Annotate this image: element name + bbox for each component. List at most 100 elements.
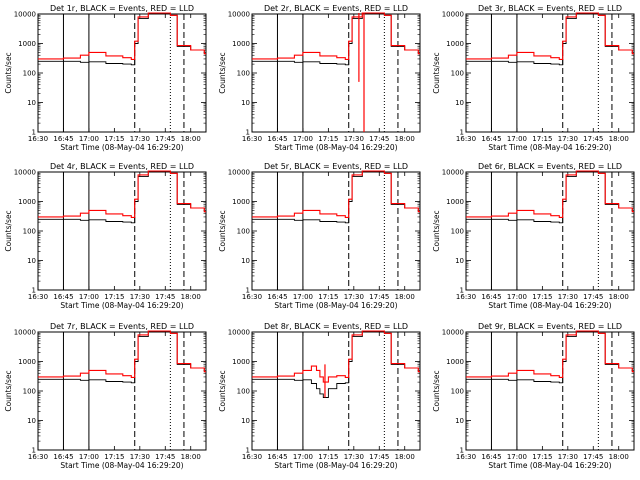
x-tick-label: 17:30 — [344, 135, 364, 143]
y-tick-label: 10000 — [14, 329, 36, 337]
x-tick-label: 17:30 — [558, 135, 578, 143]
detector-panel-5: Det 5r, BLACK = Events, RED = LLD 16:30 16… — [218, 162, 421, 310]
y-axis-label: Counts/sec — [4, 370, 13, 411]
x-tick-label: 17:45 — [369, 453, 389, 461]
y-tick-label: 10 — [241, 99, 250, 107]
y-tick-label: 10 — [27, 257, 36, 265]
x-tick-label: 16:30 — [242, 293, 262, 301]
x-tick-label: 18:00 — [609, 293, 629, 301]
y-axis-label: Counts/sec — [218, 52, 227, 93]
x-axis-label: Start Time (08-May-04 16:29:20) — [274, 461, 397, 470]
detector-panel-2: Det 2r, BLACK = Events, RED = LLD 16:30 16… — [218, 4, 421, 152]
x-tick-label: 17:30 — [130, 135, 150, 143]
y-axis-label: Counts/sec — [432, 370, 441, 411]
series-line-lld — [252, 12, 420, 60]
panel-title: Det 1r, BLACK = Events, RED = LLD — [50, 4, 194, 13]
panel-title: Det 9r, BLACK = Events, RED = LLD — [478, 322, 622, 331]
x-tick-label: 16:30 — [28, 135, 48, 143]
series-line-lld — [466, 12, 634, 60]
series-line-events — [466, 330, 634, 384]
y-tick-label: 1 — [460, 287, 464, 295]
x-tick-label: 18:00 — [395, 453, 415, 461]
x-tick-label: 16:45 — [481, 293, 501, 301]
x-tick-label: 17:45 — [155, 293, 175, 301]
x-tick-label: 17:15 — [318, 135, 338, 143]
x-tick-label: 17:30 — [344, 453, 364, 461]
y-axis-label: Counts/sec — [218, 370, 227, 411]
x-tick-label: 18:00 — [609, 135, 629, 143]
panel-title: Det 5r, BLACK = Events, RED = LLD — [264, 162, 408, 171]
x-tick-label: 18:00 — [609, 453, 629, 461]
panel-title: Det 2r, BLACK = Events, RED = LLD — [264, 4, 408, 13]
x-tick-label: 16:45 — [481, 135, 501, 143]
y-tick-label: 10 — [455, 417, 464, 425]
y-tick-label: 100 — [23, 70, 36, 78]
detector-panel-6: Det 6r, BLACK = Events, RED = LLD 16:30 16… — [432, 162, 635, 310]
x-tick-label: 17:30 — [130, 293, 150, 301]
y-tick-label: 1000 — [232, 198, 250, 206]
x-tick-label: 16:30 — [456, 135, 476, 143]
y-tick-label: 10000 — [442, 11, 464, 19]
x-tick-label: 17:15 — [104, 453, 124, 461]
y-tick-label: 10000 — [228, 169, 250, 177]
y-axis-label: Counts/sec — [432, 210, 441, 251]
x-axis-label: Start Time (08-May-04 16:29:20) — [60, 143, 183, 152]
x-axis-label: Start Time (08-May-04 16:29:20) — [488, 461, 611, 470]
y-tick-label: 1000 — [446, 40, 464, 48]
y-tick-label: 10000 — [228, 11, 250, 19]
x-tick-label: 17:00 — [507, 293, 527, 301]
x-tick-label: 17:45 — [369, 135, 389, 143]
x-tick-label: 16:45 — [53, 135, 73, 143]
y-tick-label: 100 — [23, 388, 36, 396]
x-tick-label: 16:45 — [481, 453, 501, 461]
detector-panel-4: Det 4r, BLACK = Events, RED = LLD 16:30 16… — [4, 162, 207, 310]
x-tick-label: 17:00 — [79, 135, 99, 143]
x-tick-label: 17:15 — [104, 293, 124, 301]
x-tick-label: 17:45 — [155, 453, 175, 461]
y-tick-label: 100 — [451, 228, 464, 236]
x-axis-label: Start Time (08-May-04 16:29:20) — [60, 461, 183, 470]
series-line-lld — [466, 170, 634, 218]
x-tick-label: 17:15 — [104, 135, 124, 143]
x-tick-label: 17:00 — [293, 453, 313, 461]
y-tick-label: 10000 — [442, 329, 464, 337]
x-axis-label: Start Time (08-May-04 16:29:20) — [60, 301, 183, 310]
x-tick-label: 17:00 — [79, 293, 99, 301]
y-tick-label: 10 — [455, 257, 464, 265]
series-line-events — [38, 12, 206, 66]
y-tick-label: 10000 — [442, 169, 464, 177]
x-tick-label: 17:45 — [369, 293, 389, 301]
y-axis-label: Counts/sec — [432, 52, 441, 93]
x-tick-label: 18:00 — [181, 135, 201, 143]
x-tick-label: 17:15 — [532, 453, 552, 461]
x-tick-label: 17:45 — [583, 453, 603, 461]
series-line-events — [252, 170, 420, 224]
y-tick-label: 1 — [246, 447, 250, 455]
y-tick-label: 1 — [460, 447, 464, 455]
x-tick-label: 17:15 — [318, 453, 338, 461]
x-tick-label: 17:00 — [507, 135, 527, 143]
y-tick-label: 10 — [455, 99, 464, 107]
series-line-lld — [38, 170, 206, 218]
x-tick-label: 18:00 — [395, 135, 415, 143]
x-tick-label: 18:00 — [181, 293, 201, 301]
y-axis-label: Counts/sec — [4, 210, 13, 251]
y-tick-label: 1 — [246, 129, 250, 137]
x-tick-label: 16:45 — [267, 135, 287, 143]
y-tick-label: 1000 — [446, 358, 464, 366]
x-tick-label: 17:45 — [583, 293, 603, 301]
x-tick-label: 17:30 — [558, 453, 578, 461]
x-axis-label: Start Time (08-May-04 16:29:20) — [488, 143, 611, 152]
y-tick-label: 1000 — [232, 40, 250, 48]
y-tick-label: 1 — [32, 447, 36, 455]
y-tick-label: 10 — [27, 417, 36, 425]
y-tick-label: 10 — [27, 99, 36, 107]
x-tick-label: 17:45 — [155, 135, 175, 143]
x-tick-label: 16:45 — [53, 453, 73, 461]
x-tick-label: 16:30 — [242, 135, 262, 143]
x-tick-label: 18:00 — [181, 453, 201, 461]
y-tick-label: 10 — [241, 417, 250, 425]
x-tick-label: 16:30 — [28, 453, 48, 461]
y-tick-label: 1000 — [232, 358, 250, 366]
